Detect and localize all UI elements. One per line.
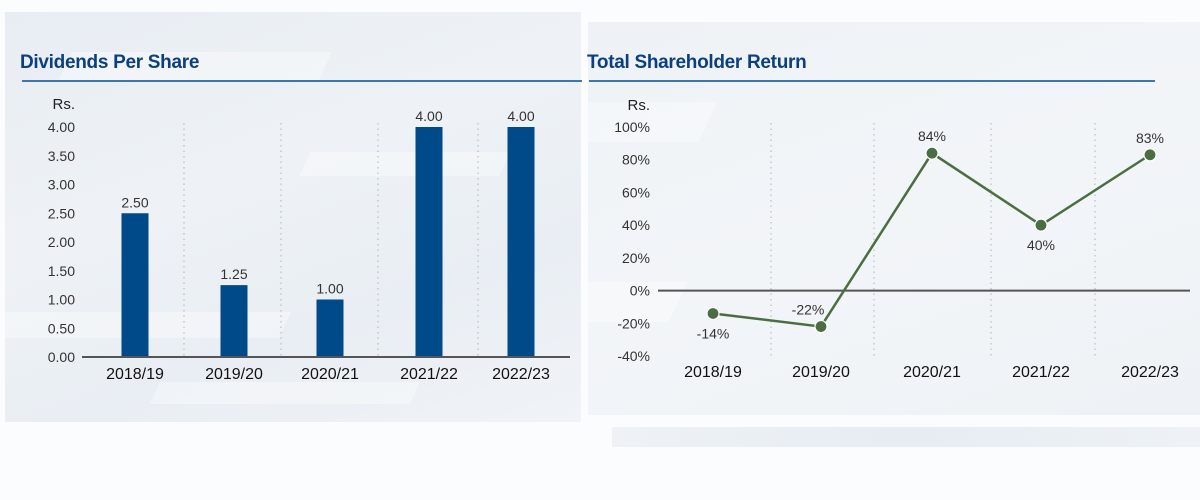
y-tick-label: 1.50 bbox=[48, 263, 75, 279]
bar-value-label: 1.00 bbox=[316, 281, 343, 297]
y-tick-label: 3.00 bbox=[48, 177, 75, 193]
y-tick-label: 0.50 bbox=[48, 320, 75, 336]
y-tick-label: 60% bbox=[622, 184, 650, 200]
y-axis-unit-label: Rs. bbox=[628, 97, 651, 114]
title-rule-tsr bbox=[589, 80, 1155, 82]
point-value-label: -22% bbox=[792, 302, 825, 318]
x-category-label: 2020/21 bbox=[301, 366, 359, 383]
y-tick-label: 2.00 bbox=[48, 234, 75, 250]
x-category-label: 2019/20 bbox=[792, 364, 850, 381]
point-value-label: 40% bbox=[1027, 237, 1055, 253]
data-point bbox=[1034, 218, 1048, 232]
data-point bbox=[814, 319, 828, 334]
point-value-label: -14% bbox=[697, 325, 730, 341]
x-category-label: 2021/22 bbox=[400, 366, 458, 383]
point-value-label: 83% bbox=[1136, 130, 1164, 146]
x-category-label: 2022/23 bbox=[492, 366, 550, 383]
tsr-panel bbox=[588, 22, 1200, 415]
y-tick-label: 4.00 bbox=[48, 119, 75, 135]
bar bbox=[220, 285, 248, 357]
y-tick-label: 3.50 bbox=[48, 148, 75, 164]
decorative-strip bbox=[612, 427, 1200, 447]
series-line bbox=[712, 151, 1151, 328]
point-value-label: 84% bbox=[918, 128, 946, 144]
data-point bbox=[1143, 148, 1157, 162]
x-category-label: 2022/23 bbox=[1121, 364, 1179, 381]
y-tick-label: 1.00 bbox=[48, 292, 75, 308]
y-tick-label: 100% bbox=[614, 119, 650, 135]
y-tick-label: 20% bbox=[622, 250, 650, 266]
x-category-label: 2020/21 bbox=[903, 364, 961, 381]
x-category-label: 2018/19 bbox=[684, 364, 742, 381]
y-tick-label: 40% bbox=[622, 217, 650, 233]
bar-value-label: 4.00 bbox=[415, 108, 442, 124]
bar-value-label: 1.25 bbox=[220, 266, 247, 282]
chart-title-tsr: Total Shareholder Return bbox=[587, 52, 807, 73]
bar bbox=[121, 213, 149, 357]
x-category-label: 2021/22 bbox=[1012, 364, 1070, 381]
y-tick-label: -20% bbox=[617, 315, 650, 331]
y-tick-label: 0.00 bbox=[48, 349, 75, 365]
bar bbox=[316, 299, 344, 357]
bar bbox=[507, 127, 535, 357]
title-rule-dividends bbox=[22, 80, 582, 82]
bar bbox=[415, 127, 443, 357]
x-category-label: 2019/20 bbox=[205, 366, 263, 383]
y-tick-label: 2.50 bbox=[48, 205, 75, 221]
bar-value-label: 2.50 bbox=[121, 194, 148, 210]
y-tick-label: -40% bbox=[617, 348, 650, 364]
bar-value-label: 4.00 bbox=[507, 108, 534, 124]
x-category-label: 2018/19 bbox=[106, 366, 164, 383]
chart-title-dividends: Dividends Per Share bbox=[20, 52, 200, 73]
data-point bbox=[706, 306, 720, 321]
data-point bbox=[925, 146, 939, 160]
y-axis-unit-label: Rs. bbox=[53, 96, 76, 113]
y-tick-label: 0% bbox=[630, 283, 650, 299]
y-tick-label: 80% bbox=[622, 152, 650, 168]
